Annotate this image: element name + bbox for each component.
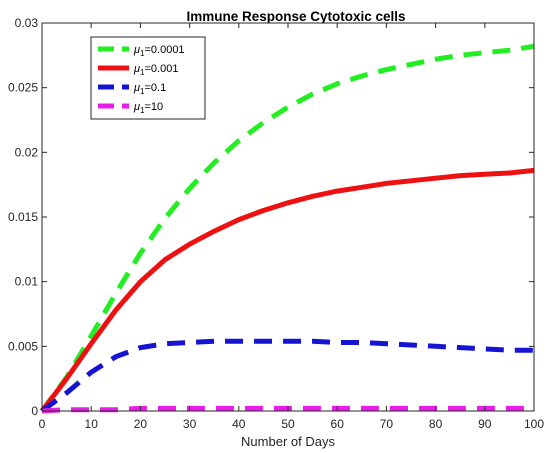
x-tick-label: 90 [478,417,492,431]
y-tick-label: 0.015 [8,210,38,224]
legend: μ1=0.0001 μ1=0.001 μ1=0.1 μ1=10 [90,36,206,120]
y-tick-label: 0.01 [15,275,39,289]
x-tick-label: 0 [39,417,46,431]
y-tick-label: 0.03 [15,16,39,30]
x-tick-label: 20 [134,417,148,431]
y-tick-label: 0.025 [8,81,38,95]
y-tick-label: 0.005 [8,339,38,353]
legend-label: μ1=0.1 [133,82,166,96]
x-tick-label: 30 [183,417,197,431]
x-tick-label: 70 [380,417,394,431]
legend-label: μ1=10 [133,101,163,115]
y-tick-label: 0 [31,404,38,418]
series-line-3 [40,338,534,414]
series-line-1 [39,43,535,413]
x-tick-label: 100 [524,417,544,431]
x-tick-label: 40 [232,417,246,431]
axes: 0 10 20 30 40 50 60 70 80 90 100 0 0.005 0.01 0.015 0.0… [8,16,544,431]
x-tick-label: 10 [85,417,99,431]
chart-title: Immune Response Cytotoxic cells [186,9,405,24]
legend-label: μ1=0.0001 [133,44,185,58]
series-line-2 [40,167,535,413]
x-axis-label: Number of Days [241,434,335,449]
x-tick-label: 60 [331,417,345,431]
x-tick-label: 50 [281,417,295,431]
x-tick-label: 80 [429,417,443,431]
y-tick-label: 0.02 [15,145,39,159]
legend-label: μ1=0.001 [133,63,178,77]
